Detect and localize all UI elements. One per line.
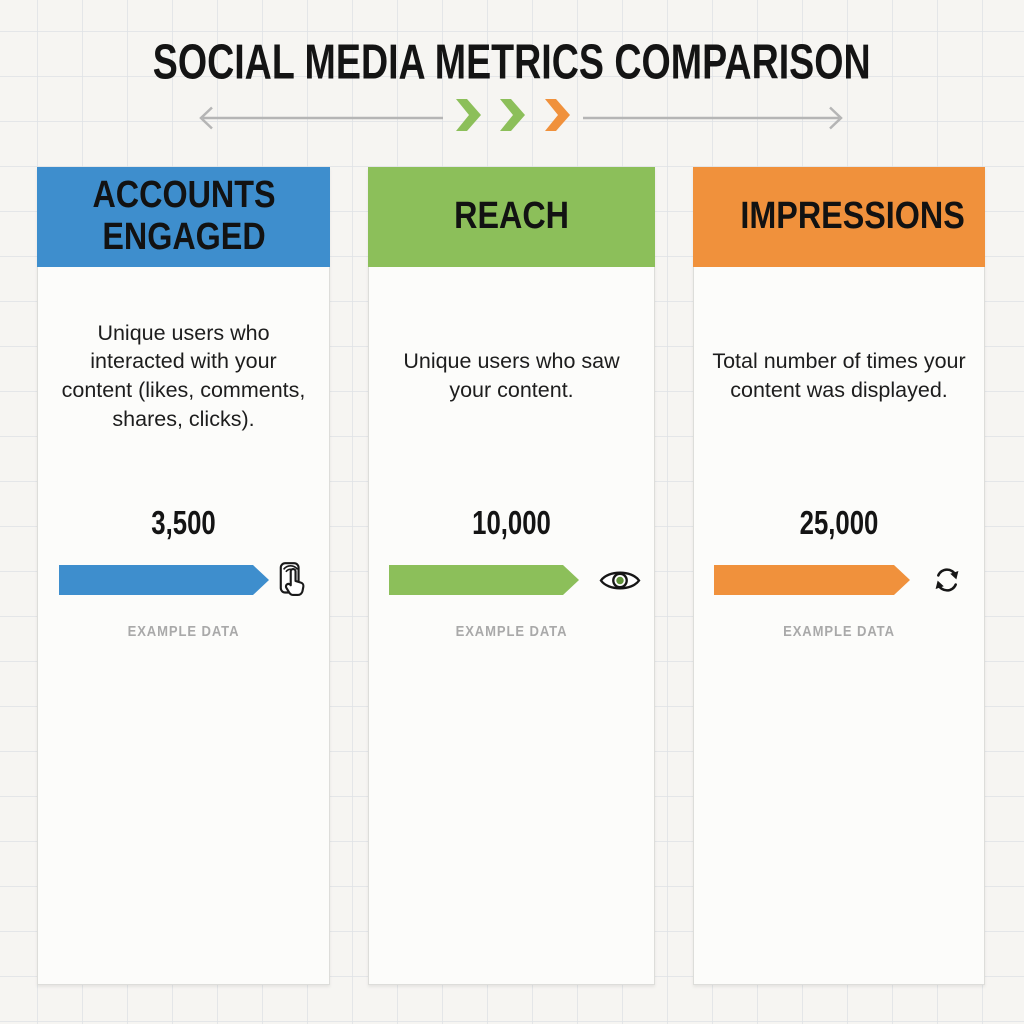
metric-description: Total number of times your content was d…: [712, 349, 966, 402]
card-header: ACCOUNTS ENGAGED: [37, 167, 330, 267]
page-title: SOCIAL MEDIA METRICS COMPARISON: [153, 33, 871, 90]
example-data-label: EXAMPLE DATA: [127, 624, 240, 640]
metric-card-impressions: IMPRESSIONS Total number of times your c…: [693, 167, 985, 985]
card-title: IMPRESSIONS: [740, 195, 965, 238]
metric-value: 25,000: [799, 504, 879, 541]
chevron-icon: [500, 99, 525, 131]
metric-description: Unique users who interacted with your co…: [61, 320, 306, 431]
flow-divider: [199, 99, 843, 131]
metric-description: Unique users who saw your content.: [403, 349, 620, 402]
metric-bar: [714, 565, 910, 595]
metric-bar: [389, 565, 579, 595]
metric-bar: [59, 565, 269, 595]
card-header: REACH: [368, 167, 655, 267]
refresh-icon: [930, 563, 964, 597]
metric-card-reach: REACH Unique users who saw your content.…: [368, 167, 655, 985]
chevron-icon: [456, 99, 481, 131]
chevron-icon: [545, 99, 570, 131]
metric-bar-row: [38, 558, 329, 602]
example-data-label: EXAMPLE DATA: [455, 624, 568, 640]
card-title: ACCOUNTS ENGAGED: [91, 174, 276, 258]
example-data-label: EXAMPLE DATA: [783, 624, 895, 640]
right-arrow-icon: [583, 106, 843, 130]
left-arrow-icon: [199, 106, 443, 130]
metric-bar-row: [369, 558, 654, 602]
eye-icon: [598, 566, 642, 595]
card-title: REACH: [454, 195, 569, 238]
metric-value: 10,000: [472, 504, 551, 541]
tap-icon: [279, 560, 311, 601]
metric-card-accounts-engaged: ACCOUNTS ENGAGED Unique users who intera…: [37, 167, 330, 985]
metric-bar-row: [694, 558, 984, 602]
card-header: IMPRESSIONS: [693, 167, 985, 267]
metric-value: 3,500: [151, 504, 216, 541]
